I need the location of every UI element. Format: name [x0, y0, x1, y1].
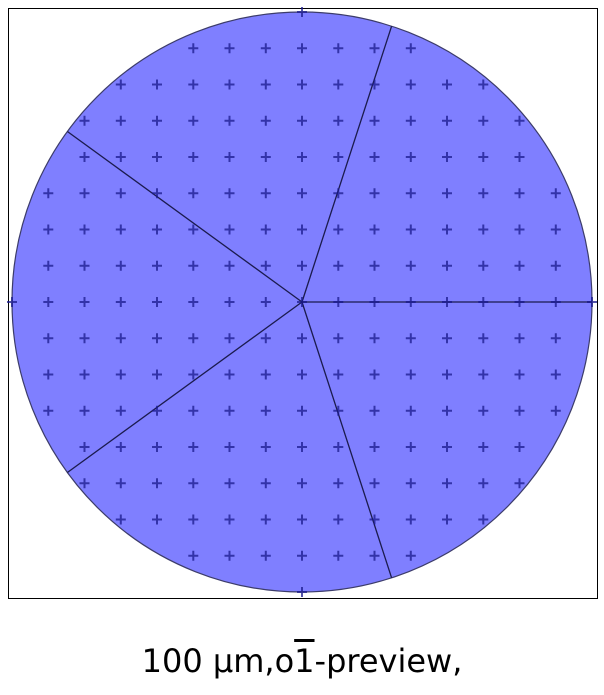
caption-overbar-digit: 1 — [294, 642, 314, 680]
figure-caption: 100 µm,o1-preview, — [0, 645, 604, 677]
wafer-plot — [0, 0, 604, 610]
caption-prefix: 100 µm,o — [142, 642, 295, 680]
caption-suffix: -preview, — [315, 642, 463, 680]
